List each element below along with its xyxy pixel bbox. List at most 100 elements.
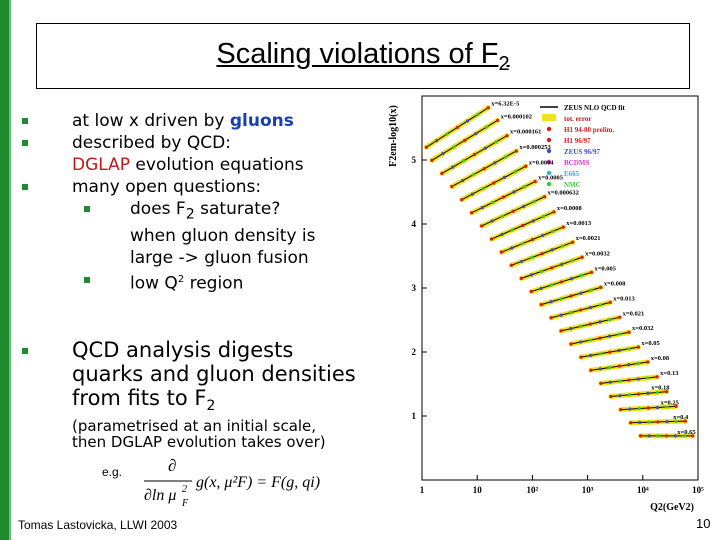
formula: ∂ ∂ln μ F 2 g(x, μ²F) = F(g, qi) [140,454,350,516]
data-point [674,419,678,423]
bin-label: x=0.013 [613,295,635,302]
bin-label: x=0.13 [660,370,679,377]
data-point [598,320,602,324]
data-point [589,368,593,372]
data-point [646,376,650,380]
data-point [674,404,678,408]
bullet-square-icon [84,206,90,212]
data-point [482,167,486,171]
data-point [452,145,456,149]
formula-rhs: g(x, μ²F) = F(g, qi) [196,474,320,491]
data-point [472,152,477,157]
data-point [494,140,498,144]
data-point [579,324,583,328]
data-point [560,262,564,266]
data-point [559,329,563,333]
left-accent-bar [0,0,9,540]
y-tick-label: 5 [412,155,417,165]
data-point [691,434,695,438]
data-point [510,228,514,232]
legend-label: H1 96/97 [564,137,591,145]
data-point [552,210,556,214]
f2-scaling-plot: 1 10 10² 10³ 10⁴ 10⁵ 1 2 3 4 5 F2em-log10(x) Q2(GeV2… [382,88,716,518]
data-point [629,421,633,425]
data-point [510,246,514,250]
note-line2: then DGLAP evolution takes over) [72,433,326,451]
data-point [589,288,593,292]
bin-label: x=0.032 [632,325,654,332]
data-point [569,342,573,346]
data-point [636,377,640,381]
data-point [559,313,563,317]
bullet-open-questions: many open questions: [22,176,382,198]
data-point [617,332,621,336]
bin-label: x=0.08 [651,355,670,362]
data-point [588,305,593,310]
data-point [598,336,602,340]
data-point [647,434,651,438]
bin-label: x=0.65 [677,429,696,436]
data-point [559,280,563,284]
page-number: 10 [696,516,711,531]
legend-marker [546,159,552,165]
data-point [492,181,496,185]
data-point [471,173,475,177]
data-point [549,283,553,287]
data-point [499,250,504,254]
data-point [664,390,669,394]
data-point [588,353,593,358]
qcd-analysis-bullet: QCD analysis digests quarks and gluon de… [22,338,382,418]
x-tick-label: 10³ [582,485,594,495]
data-point [589,270,594,274]
data-point [481,186,485,191]
data-point [608,317,612,322]
data-point [476,112,480,116]
data-point [540,269,544,273]
data-point [655,405,660,410]
bin-label: x=0.000102 [501,113,532,120]
data-point [599,285,603,289]
svg-text:2: 2 [182,484,187,495]
svg-text:∂ln μ: ∂ln μ [144,487,176,504]
bin-label: x=0.0032 [585,250,610,257]
data-point [470,192,475,196]
data-point [655,375,659,379]
bin-label: x=0.000161 [510,129,541,136]
eg-label: e.g. [102,465,123,479]
data-point [485,125,489,129]
data-point [637,406,641,411]
bin-label: x=0.25 [661,399,680,406]
data-point [470,211,474,215]
svg-text:∂: ∂ [168,456,176,475]
subbullet-saturate: does F2 saturate? [22,198,382,225]
bullet-square-icon [22,348,28,354]
data-point [451,165,455,169]
data-point [599,381,603,385]
data-point [511,209,515,213]
data-point [496,118,500,122]
data-point [463,138,467,142]
legend-label: E665 [564,170,580,178]
data-point [598,352,602,356]
data-point [609,394,613,399]
data-point [647,420,651,424]
data-point [512,190,516,194]
data-point [530,255,534,260]
data-point [618,315,622,319]
data-point [579,355,583,359]
y-tick-label: 4 [412,219,417,229]
data-point [655,390,659,395]
data-point [549,316,553,320]
data-point [598,367,602,371]
data-point [502,175,507,180]
data-point [519,276,523,280]
bin-label: x=0.005 [594,265,616,272]
svg-text:F: F [181,498,189,509]
data-point [505,134,509,138]
y-axis-label: F2em-log10(x) [388,105,399,167]
data-point [514,149,518,153]
data-point [542,195,547,199]
legend-label: ZEUS NLO QCD fit [564,104,626,112]
data-point [440,171,444,176]
formula-svg: ∂ ∂ln μ F 2 g(x, μ²F) = F(g, qi) [144,456,320,509]
